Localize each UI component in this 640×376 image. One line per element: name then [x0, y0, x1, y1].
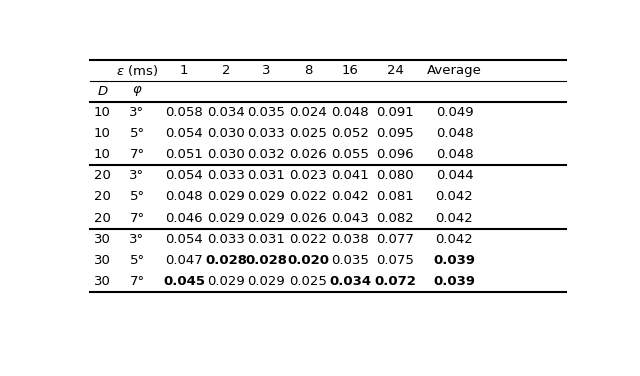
Text: 2: 2 [222, 64, 230, 77]
Text: 3°: 3° [129, 233, 145, 246]
Text: 0.054: 0.054 [165, 127, 203, 140]
Text: 0.029: 0.029 [247, 191, 285, 203]
Text: 0.081: 0.081 [376, 191, 414, 203]
Text: 0.022: 0.022 [289, 233, 327, 246]
Text: $\varphi$: $\varphi$ [132, 84, 142, 98]
Text: 0.031: 0.031 [247, 169, 285, 182]
Text: 0.095: 0.095 [376, 127, 414, 140]
Text: 0.091: 0.091 [376, 106, 414, 119]
Text: 0.030: 0.030 [207, 148, 245, 161]
Text: 0.048: 0.048 [332, 106, 369, 119]
Text: 0.035: 0.035 [332, 254, 369, 267]
Text: 0.029: 0.029 [207, 212, 245, 224]
Text: 0.035: 0.035 [247, 106, 285, 119]
Text: 0.033: 0.033 [207, 233, 245, 246]
Text: 0.048: 0.048 [165, 191, 203, 203]
Text: 0.025: 0.025 [289, 275, 327, 288]
Text: 0.051: 0.051 [165, 148, 203, 161]
Text: 0.034: 0.034 [207, 106, 245, 119]
Text: 0.020: 0.020 [287, 254, 329, 267]
Text: 1: 1 [180, 64, 188, 77]
Text: 0.049: 0.049 [436, 106, 474, 119]
Text: 0.082: 0.082 [376, 212, 414, 224]
Text: 30: 30 [94, 254, 111, 267]
Text: 10: 10 [94, 148, 111, 161]
Text: 0.043: 0.043 [332, 212, 369, 224]
Text: 7°: 7° [129, 148, 145, 161]
Text: $\varepsilon$ (ms): $\varepsilon$ (ms) [116, 63, 158, 78]
Text: 0.096: 0.096 [376, 148, 414, 161]
Text: 0.029: 0.029 [207, 275, 245, 288]
Text: 5°: 5° [129, 191, 145, 203]
Text: 0.025: 0.025 [289, 127, 327, 140]
Text: 0.026: 0.026 [289, 148, 327, 161]
Text: 0.039: 0.039 [433, 275, 476, 288]
Text: 10: 10 [94, 106, 111, 119]
Text: 0.028: 0.028 [245, 254, 287, 267]
Text: 0.045: 0.045 [163, 275, 205, 288]
Text: 30: 30 [94, 233, 111, 246]
Text: 0.042: 0.042 [436, 233, 474, 246]
Text: 0.029: 0.029 [207, 191, 245, 203]
Text: 0.075: 0.075 [376, 254, 414, 267]
Text: 0.058: 0.058 [165, 106, 203, 119]
Text: 0.029: 0.029 [247, 275, 285, 288]
Text: 0.042: 0.042 [332, 191, 369, 203]
Text: 0.031: 0.031 [247, 233, 285, 246]
Text: 0.024: 0.024 [289, 106, 327, 119]
Text: 0.033: 0.033 [247, 127, 285, 140]
Text: 0.077: 0.077 [376, 233, 414, 246]
Text: 0.080: 0.080 [376, 169, 414, 182]
Text: Average: Average [427, 64, 482, 77]
Text: 3: 3 [262, 64, 270, 77]
Text: 0.033: 0.033 [207, 169, 245, 182]
Text: 0.028: 0.028 [205, 254, 247, 267]
Text: 0.026: 0.026 [289, 212, 327, 224]
Text: 0.039: 0.039 [433, 254, 476, 267]
Text: 0.047: 0.047 [165, 254, 203, 267]
Text: 0.029: 0.029 [247, 212, 285, 224]
Text: 30: 30 [94, 275, 111, 288]
Text: 20: 20 [94, 169, 111, 182]
Text: 7°: 7° [129, 275, 145, 288]
Text: 0.041: 0.041 [332, 169, 369, 182]
Text: 0.038: 0.038 [332, 233, 369, 246]
Text: 0.042: 0.042 [436, 212, 474, 224]
Text: 0.022: 0.022 [289, 191, 327, 203]
Text: 0.052: 0.052 [332, 127, 369, 140]
Text: 20: 20 [94, 191, 111, 203]
Text: 0.048: 0.048 [436, 148, 474, 161]
Text: 0.042: 0.042 [436, 191, 474, 203]
Text: 5°: 5° [129, 254, 145, 267]
Text: 20: 20 [94, 212, 111, 224]
Text: $D$: $D$ [97, 85, 108, 98]
Text: 0.046: 0.046 [165, 212, 203, 224]
Text: 0.034: 0.034 [329, 275, 371, 288]
Text: 0.032: 0.032 [247, 148, 285, 161]
Text: 0.054: 0.054 [165, 233, 203, 246]
Text: 0.030: 0.030 [207, 127, 245, 140]
Text: 0.054: 0.054 [165, 169, 203, 182]
Text: 3°: 3° [129, 169, 145, 182]
Text: 5°: 5° [129, 127, 145, 140]
Text: 0.044: 0.044 [436, 169, 474, 182]
Text: 10: 10 [94, 127, 111, 140]
Text: 0.055: 0.055 [332, 148, 369, 161]
Text: 24: 24 [387, 64, 403, 77]
Text: 7°: 7° [129, 212, 145, 224]
Text: 0.048: 0.048 [436, 127, 474, 140]
Text: 0.023: 0.023 [289, 169, 327, 182]
Text: 3°: 3° [129, 106, 145, 119]
Text: 0.072: 0.072 [374, 275, 416, 288]
Text: 16: 16 [342, 64, 359, 77]
Text: 8: 8 [304, 64, 312, 77]
